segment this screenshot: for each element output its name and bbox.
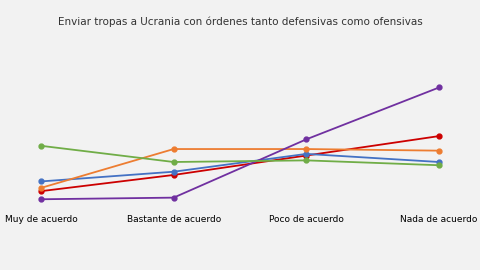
PP [303, 152, 309, 156]
VOX [436, 164, 442, 167]
PSOE [171, 173, 177, 177]
CS [303, 147, 309, 151]
Text: Enviar tropas a Ucrania con órdenes tanto defensivas como ofensivas: Enviar tropas a Ucrania con órdenes tant… [58, 16, 422, 27]
PSOE [38, 190, 44, 193]
UP [303, 138, 309, 141]
PSOE [436, 134, 442, 138]
CS [38, 186, 44, 190]
Line: PSOE: PSOE [38, 134, 442, 194]
VOX [38, 144, 44, 147]
Line: PP: PP [38, 151, 442, 184]
VOX [171, 160, 177, 164]
UP [436, 86, 442, 89]
PP [436, 160, 442, 164]
PP [38, 180, 44, 183]
VOX [303, 159, 309, 162]
UP [171, 196, 177, 199]
CS [436, 149, 442, 152]
Line: VOX: VOX [38, 143, 442, 168]
PP [171, 170, 177, 173]
Line: UP: UP [38, 85, 442, 202]
UP [38, 198, 44, 201]
PSOE [303, 154, 309, 157]
Line: CS: CS [38, 147, 442, 190]
CS [171, 147, 177, 151]
